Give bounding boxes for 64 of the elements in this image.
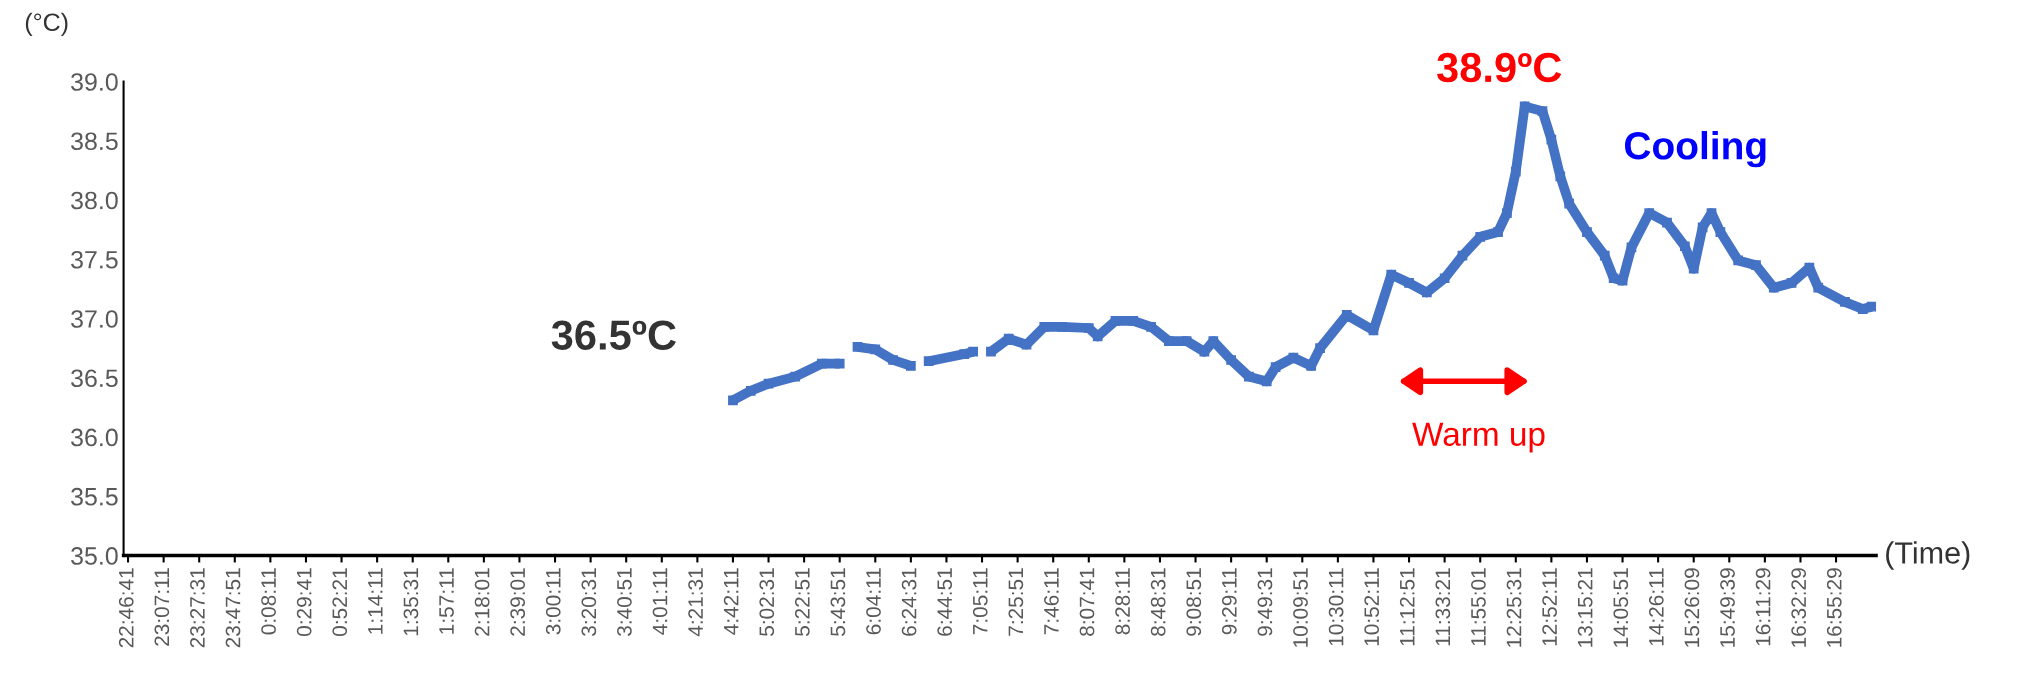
x-tick-label: 7:05:11	[972, 568, 988, 635]
x-tick-label: 23:47:51	[225, 568, 241, 648]
x-tick-label: 13:15:21	[1577, 568, 1593, 647]
annotation: 38.9ºC	[1437, 52, 1562, 83]
x-tick-label: 6:24:31	[901, 568, 917, 636]
x-tick-label: 4:01:11	[652, 568, 668, 635]
y-tick-label: 35.5	[71, 487, 118, 506]
x-tick-label: 23:27:31	[190, 568, 205, 648]
x-tick-label: 9:29:11	[1221, 568, 1237, 635]
y-tick-label: 37.0	[71, 310, 118, 328]
x-tick-label: 9:49:31	[1257, 568, 1273, 636]
x-tick-label: 0:29:41	[296, 568, 312, 636]
y-tick-label: 35.0	[71, 547, 118, 565]
x-axis-title: (Time)	[1886, 541, 1970, 570]
x-tick-label: 4:42:11	[723, 568, 739, 635]
x-tick-label: 10:30:11	[1328, 568, 1344, 646]
y-tick-label: 38.0	[71, 191, 118, 210]
x-tick-label: 8:48:31	[1150, 568, 1166, 636]
y-tick-label: 36.5	[71, 369, 118, 388]
x-tick-label: 9:08:51	[1186, 568, 1202, 636]
x-tick-label: 15:26:09	[1684, 568, 1700, 647]
x-tick-label: 3:40:51	[617, 568, 632, 637]
y-tick-label: 39.0	[71, 73, 118, 91]
x-tick-label: 11:33:21	[1435, 568, 1451, 646]
x-tick-label: 2:39:01	[510, 568, 526, 636]
y-tick-label: 38.5	[71, 132, 118, 151]
x-tick-label: 5:43:51	[830, 568, 846, 636]
x-tick-label: 16:55:29	[1826, 568, 1842, 647]
x-tick-label: 0:08:11	[261, 568, 276, 635]
x-tick-label: 7:46:11	[1044, 568, 1059, 635]
x-tick-label: 16:11:29	[1755, 568, 1771, 646]
x-tick-label: 23:07:11	[154, 568, 170, 646]
x-tick-label: 22:46:41	[118, 568, 134, 648]
x-tick-label: 10:52:11	[1364, 568, 1380, 646]
x-tick-label: 11:12:51	[1399, 568, 1415, 646]
x-tick-label: 11:55:01	[1471, 568, 1486, 646]
y-tick-label: 37.5	[71, 250, 118, 269]
x-tick-label: 3:20:31	[581, 568, 597, 637]
x-tick-label: 2:18:01	[474, 568, 490, 636]
x-tick-label: 6:44:51	[937, 568, 953, 636]
x-tick-label: 12:25:31	[1506, 568, 1522, 647]
y-axis-title: (°C)	[25, 12, 68, 37]
annotation: 36.5ºC	[551, 320, 676, 350]
x-tick-label: 5:02:31	[759, 568, 775, 636]
x-tick-label: 16:32:29	[1791, 568, 1807, 647]
x-tick-label: 1:14:11	[368, 568, 383, 634]
x-tick-label: 15:49:39	[1720, 568, 1735, 647]
x-tick-label: 8:07:41	[1079, 568, 1095, 636]
x-tick-label: 6:04:11	[866, 568, 881, 635]
x-tick-label: 14:26:11	[1648, 568, 1664, 646]
x-tick-label: 7:25:51	[1008, 568, 1024, 636]
x-tick-label: 3:00:11	[545, 568, 561, 635]
annotation: Cooling	[1625, 130, 1766, 168]
x-tick-label: 14:05:51	[1613, 568, 1629, 647]
x-tick-label: 4:21:31	[688, 568, 703, 637]
x-tick-label: 8:28:11	[1115, 568, 1130, 635]
x-tick-label: 1:57:11	[439, 568, 454, 634]
x-tick-label: 5:22:51	[794, 568, 810, 636]
y-tick-label: 36.0	[71, 428, 118, 447]
x-tick-label: 0:52:21	[332, 568, 348, 636]
x-tick-label: 1:35:31	[403, 568, 419, 636]
x-tick-label: 10:09:51	[1293, 568, 1308, 647]
x-tick-label: 12:52:11	[1542, 568, 1557, 646]
annotation: Warm up	[1412, 422, 1545, 453]
